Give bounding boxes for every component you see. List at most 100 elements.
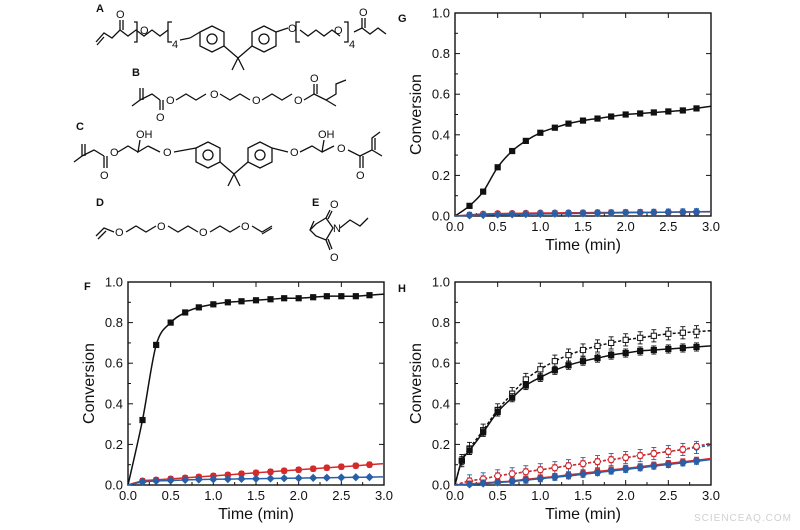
data-point — [522, 382, 529, 389]
molecule-b: B O O O O O O — [131, 67, 347, 124]
data-point — [565, 120, 572, 127]
data-point — [550, 473, 559, 482]
panel-letter-e: E — [312, 197, 319, 209]
data-point — [578, 209, 588, 218]
data-point — [637, 334, 644, 341]
plot-frame — [127, 281, 385, 486]
data-point — [650, 109, 657, 116]
series-line — [454, 329, 712, 486]
data-point — [649, 208, 658, 217]
x-tick-label: 3.0 — [702, 219, 720, 234]
watermark-text: SCIENCEAQ.COM — [693, 513, 792, 524]
y-axis-title: Conversion — [81, 343, 98, 424]
data-point — [294, 473, 303, 483]
atom-label: O — [115, 227, 124, 239]
data-point — [608, 113, 615, 120]
data-point — [565, 362, 572, 369]
data-point — [322, 473, 331, 482]
series-black-filled — [454, 342, 712, 486]
data-point — [323, 464, 331, 472]
y-tick-label: 0.0 — [432, 478, 450, 493]
data-point — [579, 358, 587, 365]
molecule-c: C OH OH O O O O O O — [73, 121, 383, 187]
data-point — [622, 349, 629, 357]
chemical-structures: A O O 4 O O 4 — [73, 3, 387, 264]
atom-label: O — [288, 23, 297, 35]
data-point — [280, 474, 289, 483]
data-point — [551, 464, 559, 472]
data-point — [578, 470, 588, 479]
data-point — [564, 471, 573, 480]
data-point — [194, 475, 203, 484]
data-point — [537, 374, 544, 381]
data-point — [182, 309, 189, 316]
data-point — [465, 480, 474, 489]
data-point — [664, 460, 673, 469]
data-point — [521, 210, 530, 219]
data-point — [267, 468, 274, 476]
atom-subscript: 4 — [349, 39, 355, 51]
y-tick-label: 0.4 — [432, 127, 450, 142]
data-point — [679, 344, 686, 352]
data-point — [636, 208, 645, 217]
atom-label: O — [330, 199, 339, 211]
data-point — [493, 210, 502, 219]
data-point — [494, 472, 502, 480]
series-black — [454, 105, 712, 217]
data-point — [309, 473, 318, 483]
data-point — [508, 470, 516, 478]
data-point — [509, 147, 516, 155]
data-point — [692, 457, 701, 466]
molecule-d: D O O O O — [95, 197, 273, 240]
x-tick-label: 2.0 — [617, 488, 635, 503]
data-point — [210, 301, 217, 308]
x-tick-label: 2.5 — [659, 488, 677, 503]
data-point — [636, 463, 645, 472]
data-point — [138, 477, 147, 487]
y-tick-label: 0.6 — [105, 356, 123, 371]
data-point — [480, 429, 487, 436]
x-tick-label: 1.0 — [531, 219, 549, 234]
data-point — [352, 293, 359, 300]
x-tick-label: 3.0 — [375, 488, 393, 503]
y-tick-label: 0.6 — [432, 87, 450, 102]
data-point — [295, 466, 303, 474]
atom-label: O — [166, 95, 175, 107]
data-point — [310, 294, 317, 301]
data-point — [494, 164, 501, 171]
x-tick-label: 0.0 — [446, 219, 464, 234]
data-point — [679, 446, 687, 453]
y-tick-label: 0.0 — [432, 209, 450, 224]
data-point — [295, 295, 302, 302]
data-point — [337, 473, 346, 482]
data-point — [693, 105, 700, 112]
data-point — [551, 367, 558, 374]
data-point — [479, 210, 488, 220]
series-black — [127, 292, 385, 486]
data-point — [237, 474, 246, 484]
atom-label: O — [140, 25, 149, 37]
data-point — [458, 457, 465, 464]
data-point — [608, 339, 615, 346]
data-point — [480, 188, 487, 195]
data-point — [167, 319, 174, 326]
x-tick-label: 0.5 — [162, 488, 180, 503]
data-point — [594, 355, 601, 362]
series-blue — [127, 472, 385, 487]
data-point — [637, 347, 644, 355]
atom-label: N — [333, 223, 341, 235]
data-point — [665, 330, 672, 337]
y-tick-label: 1.0 — [432, 275, 450, 290]
x-tick-label: 2.5 — [332, 488, 350, 503]
data-point — [139, 416, 146, 424]
x-tick-label: 0.5 — [489, 219, 507, 234]
y-tick-label: 0.2 — [432, 168, 450, 183]
data-point — [536, 474, 545, 483]
panel-letter-h: H — [398, 283, 406, 295]
data-point — [649, 462, 658, 471]
data-point — [607, 466, 616, 476]
atom-label: O — [359, 7, 368, 19]
series-blue-filled — [454, 457, 712, 489]
data-point — [593, 209, 602, 218]
data-point — [166, 476, 175, 485]
